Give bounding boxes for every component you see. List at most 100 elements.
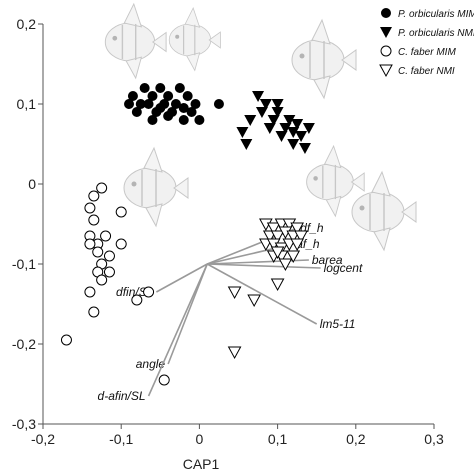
data-point (286, 250, 301, 264)
fish-illustration (104, 2, 167, 80)
data-point (143, 99, 154, 109)
data-point (295, 131, 308, 142)
fish-eye (359, 205, 365, 211)
data-point (270, 230, 285, 244)
data-point (287, 139, 300, 150)
data-point (131, 107, 142, 117)
legend-label: C. faber NMI (398, 66, 455, 77)
data-point (247, 294, 261, 308)
fish-eye (131, 181, 137, 187)
data-point (163, 91, 174, 101)
data-point (236, 127, 249, 138)
vector-label: angle (136, 357, 166, 371)
data-point (267, 115, 280, 126)
data-point (244, 115, 257, 126)
data-point (302, 123, 315, 134)
data-point (60, 334, 72, 346)
data-point (174, 83, 185, 93)
data-point (96, 182, 108, 194)
fish-eye (313, 176, 318, 181)
data-point (290, 222, 304, 236)
fish-eye (175, 34, 180, 39)
fish-dorsal-fin (311, 18, 331, 45)
data-point (170, 99, 181, 109)
data-point (186, 107, 197, 117)
axes: 0,20,10-0,1-0,2-0,3-0,2 -0,1 0 0,1 0,2 0,3 (12, 16, 444, 447)
data-point (298, 143, 311, 154)
data-point (131, 294, 143, 306)
vector-line (167, 263, 208, 365)
fish-illustration (168, 6, 221, 72)
x-tick-label: 0,1 (268, 431, 288, 447)
fish-body (291, 39, 345, 81)
data-point (127, 91, 138, 101)
data-points (60, 83, 315, 386)
fish-body (104, 22, 156, 62)
vector-line (207, 259, 309, 265)
legend-marker (381, 8, 391, 18)
fish-illustration (351, 170, 417, 252)
data-point (283, 115, 296, 126)
fish-tail (401, 201, 417, 223)
data-point (263, 123, 276, 134)
data-point (84, 238, 96, 250)
data-point (147, 91, 158, 101)
biplot-vectors: df_haf_hbarealogcentlm5-11dfin/SLangled-… (98, 221, 363, 403)
data-point (182, 91, 193, 101)
fish-anal-fin (373, 227, 391, 252)
vector-line (207, 263, 321, 269)
x-axis-title: CAP1 (183, 456, 220, 472)
fish-tail (173, 177, 189, 199)
fish-tail (151, 31, 167, 53)
fish-body (306, 163, 354, 201)
legend-marker (380, 27, 392, 38)
fish-anal-fin (325, 195, 342, 218)
data-point (139, 83, 150, 93)
data-point (92, 246, 104, 258)
x-tick-label: 0,3 (424, 431, 444, 447)
fish-anal-fin (125, 56, 143, 80)
data-point (124, 99, 135, 109)
data-point (158, 374, 170, 386)
legend-marker (379, 64, 393, 78)
vector-label: lm5-11 (320, 317, 356, 331)
fish-tail (341, 49, 357, 71)
fish-illustration (123, 146, 189, 228)
data-point (147, 115, 158, 125)
legend-label: P. orbicularis MIM (398, 9, 474, 20)
data-point (294, 230, 308, 244)
vector-line (206, 263, 318, 325)
data-point (155, 83, 166, 93)
data-point (270, 246, 285, 260)
fish-eye (112, 35, 118, 41)
fish-tail (350, 172, 365, 192)
data-point (84, 202, 96, 214)
data-point (287, 127, 300, 138)
data-point (155, 103, 166, 113)
legend-label: C. faber MIM (398, 47, 456, 58)
data-point (240, 139, 253, 150)
fish-anal-fin (186, 52, 201, 72)
data-point (88, 214, 100, 226)
data-point (290, 238, 304, 252)
y-tick-label: 0,1 (17, 96, 37, 112)
y-tick-label: 0,2 (17, 16, 37, 32)
data-point (135, 99, 146, 109)
y-tick-label: 0 (28, 176, 36, 192)
data-point (270, 278, 285, 292)
x-tick-label: 0 (196, 431, 204, 447)
data-point (88, 190, 100, 202)
y-tick-label: -0,1 (12, 256, 36, 272)
vector-label: dfin/SL (116, 285, 153, 299)
data-point (252, 91, 265, 102)
fish-dorsal-fin (323, 144, 342, 169)
data-point (255, 107, 268, 118)
fish-illustration (306, 144, 365, 218)
data-point (143, 286, 155, 298)
fish-anal-fin (313, 75, 331, 100)
fish-dorsal-fin (123, 2, 143, 28)
data-point (194, 115, 205, 125)
vector-label: d-afin/SL (98, 389, 146, 403)
vector-line (156, 263, 208, 293)
data-point (266, 222, 281, 236)
